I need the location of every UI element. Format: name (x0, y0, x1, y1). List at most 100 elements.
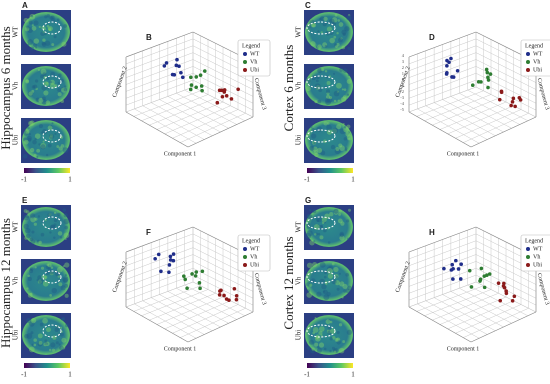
scatter-point (194, 270, 199, 274)
scatter-point (459, 262, 464, 267)
texture (314, 317, 317, 320)
texture (312, 327, 319, 333)
scatter-point (198, 73, 203, 77)
texture (44, 218, 47, 222)
roi-outline (306, 129, 336, 143)
texture (25, 233, 31, 239)
texture (63, 88, 68, 92)
texture (59, 332, 64, 337)
texture (338, 323, 343, 327)
texture (345, 272, 349, 277)
texture (346, 219, 350, 223)
grid-line (408, 233, 477, 260)
scatter-point (180, 75, 185, 80)
texture (46, 153, 49, 157)
legend-marker (243, 255, 247, 259)
texture (27, 138, 32, 142)
box-edge (187, 116, 254, 148)
texture (306, 214, 311, 219)
texture (309, 19, 315, 25)
texture (33, 343, 37, 347)
texture (347, 208, 352, 212)
texture (326, 329, 331, 334)
texture (56, 18, 60, 21)
texture (331, 336, 336, 340)
texture (331, 17, 338, 23)
scatter-point (509, 103, 513, 108)
scatter-point (510, 100, 515, 104)
texture (310, 41, 316, 47)
texture (29, 321, 35, 327)
scatter-point (467, 268, 472, 273)
texture (339, 233, 344, 238)
legend-marker (243, 60, 247, 64)
texture (62, 147, 69, 154)
texture (333, 349, 337, 353)
texture (48, 28, 51, 32)
texture (61, 317, 66, 321)
brain-slice (305, 120, 353, 160)
roi-outline (306, 324, 336, 338)
texture (60, 285, 66, 291)
row-label: Vh (295, 81, 303, 90)
texture (60, 317, 64, 321)
texture (305, 232, 312, 239)
texture (51, 348, 56, 352)
texture (324, 98, 330, 103)
texture (327, 326, 332, 330)
texture (333, 350, 337, 354)
texture (50, 266, 54, 269)
scatter-point (484, 67, 489, 72)
texture (319, 235, 324, 240)
tick-label: 1 (402, 71, 404, 76)
tick-label: 3 (402, 59, 405, 64)
texture (26, 135, 32, 141)
texture (49, 271, 54, 276)
texture (333, 348, 339, 354)
texture (308, 339, 315, 345)
texture (34, 266, 37, 269)
texture (338, 272, 341, 275)
texture (48, 269, 55, 275)
scatter-point (234, 297, 239, 302)
grid-line (459, 93, 520, 125)
texture (30, 46, 35, 51)
legend-marker (526, 52, 530, 56)
texture (31, 230, 35, 234)
texture (311, 133, 317, 139)
texture (31, 89, 35, 93)
texture (40, 74, 44, 79)
texture (59, 345, 64, 351)
texture (23, 214, 30, 221)
texture (45, 264, 51, 270)
row-label: WT (295, 221, 303, 233)
scatter-point (486, 75, 490, 80)
texture (319, 278, 326, 285)
texture (339, 145, 345, 151)
texture (339, 235, 345, 241)
texture (44, 40, 51, 46)
texture (306, 24, 312, 29)
texture (24, 130, 27, 133)
texture (27, 276, 32, 282)
texture (54, 84, 58, 88)
texture (334, 337, 339, 342)
scatter-point (497, 97, 502, 102)
texture (30, 213, 36, 219)
texture (323, 294, 330, 301)
texture (44, 342, 48, 346)
brain-slice (305, 207, 353, 247)
box-edge (125, 111, 189, 148)
texture (23, 137, 27, 142)
texture (342, 340, 346, 344)
grid-line (408, 247, 477, 273)
texture (306, 346, 311, 351)
texture (306, 292, 313, 298)
texture (323, 228, 327, 233)
scatter-point (215, 100, 220, 105)
legend-box (237, 234, 271, 272)
texture (53, 211, 57, 214)
texture (305, 86, 311, 92)
scatter-point (458, 277, 463, 281)
scatter-point (182, 274, 186, 278)
